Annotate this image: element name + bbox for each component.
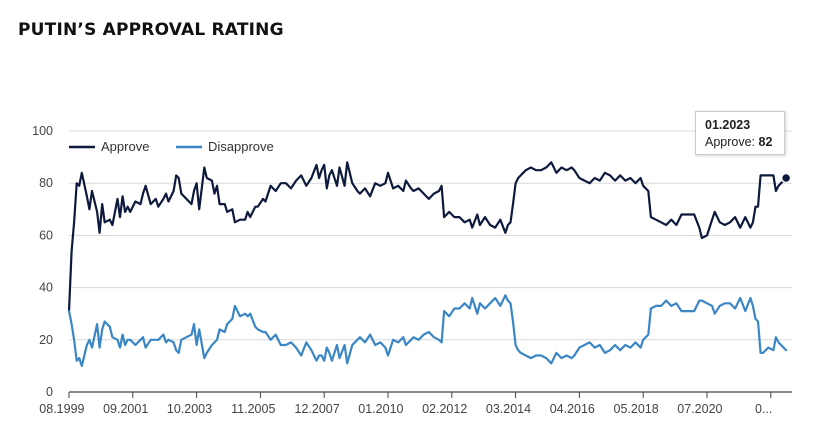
- hover-marker: [780, 172, 792, 184]
- x-tick-label: 07.2020: [677, 402, 722, 416]
- series-line-disapprove[interactable]: [67, 294, 788, 367]
- y-tick-label: 0: [46, 385, 53, 399]
- x-tick-label: 12.2007: [295, 402, 340, 416]
- grid-lines: [69, 130, 792, 341]
- y-tick-label: 60: [39, 228, 53, 242]
- x-tick-label: 03.2014: [486, 402, 531, 416]
- x-tick-label: 08.1999: [39, 402, 84, 416]
- y-tick-label: 20: [39, 333, 53, 347]
- x-tick-label: 01.2010: [358, 402, 403, 416]
- y-axis-tick-labels: 0 20 40 60 80 100: [32, 124, 53, 399]
- chart-title: PUTIN’S APPROVAL RATING: [18, 20, 284, 40]
- legend-label-approve: Approve: [101, 139, 149, 154]
- y-tick-label: 40: [39, 281, 53, 295]
- series-lines: [67, 161, 788, 367]
- tooltip-series-label: Approve:: [705, 135, 759, 149]
- x-tick-label: 09.2001: [103, 402, 148, 416]
- x-tick-label: 02.2012: [422, 402, 467, 416]
- legend-item-disapprove[interactable]: Disapprove: [176, 139, 274, 154]
- x-tick-label: 04.2016: [550, 402, 595, 416]
- tooltip-date: 01.2023: [705, 118, 751, 132]
- x-tick-label: 10.2003: [167, 402, 212, 416]
- series-line-approve[interactable]: [67, 161, 788, 313]
- x-tick-label: 11.2005: [231, 402, 275, 416]
- y-tick-label: 80: [39, 176, 53, 190]
- y-tick-label: 100: [32, 124, 53, 138]
- x-tick-label: 05.2018: [614, 402, 659, 416]
- chart-tooltip: 01.2023 Approve: 82: [695, 111, 785, 155]
- legend-label-disapprove: Disapprove: [208, 139, 274, 154]
- x-axis: 08.1999 09.2001 10.2003 11.2005 12.2007 01.20…: [39, 391, 792, 416]
- x-tick-label: 0...: [755, 402, 772, 416]
- legend: Approve Disapprove: [69, 139, 274, 154]
- tooltip-value: 82: [758, 135, 773, 149]
- hover-point-marker[interactable]: [780, 172, 792, 184]
- legend-item-approve[interactable]: Approve: [69, 139, 149, 154]
